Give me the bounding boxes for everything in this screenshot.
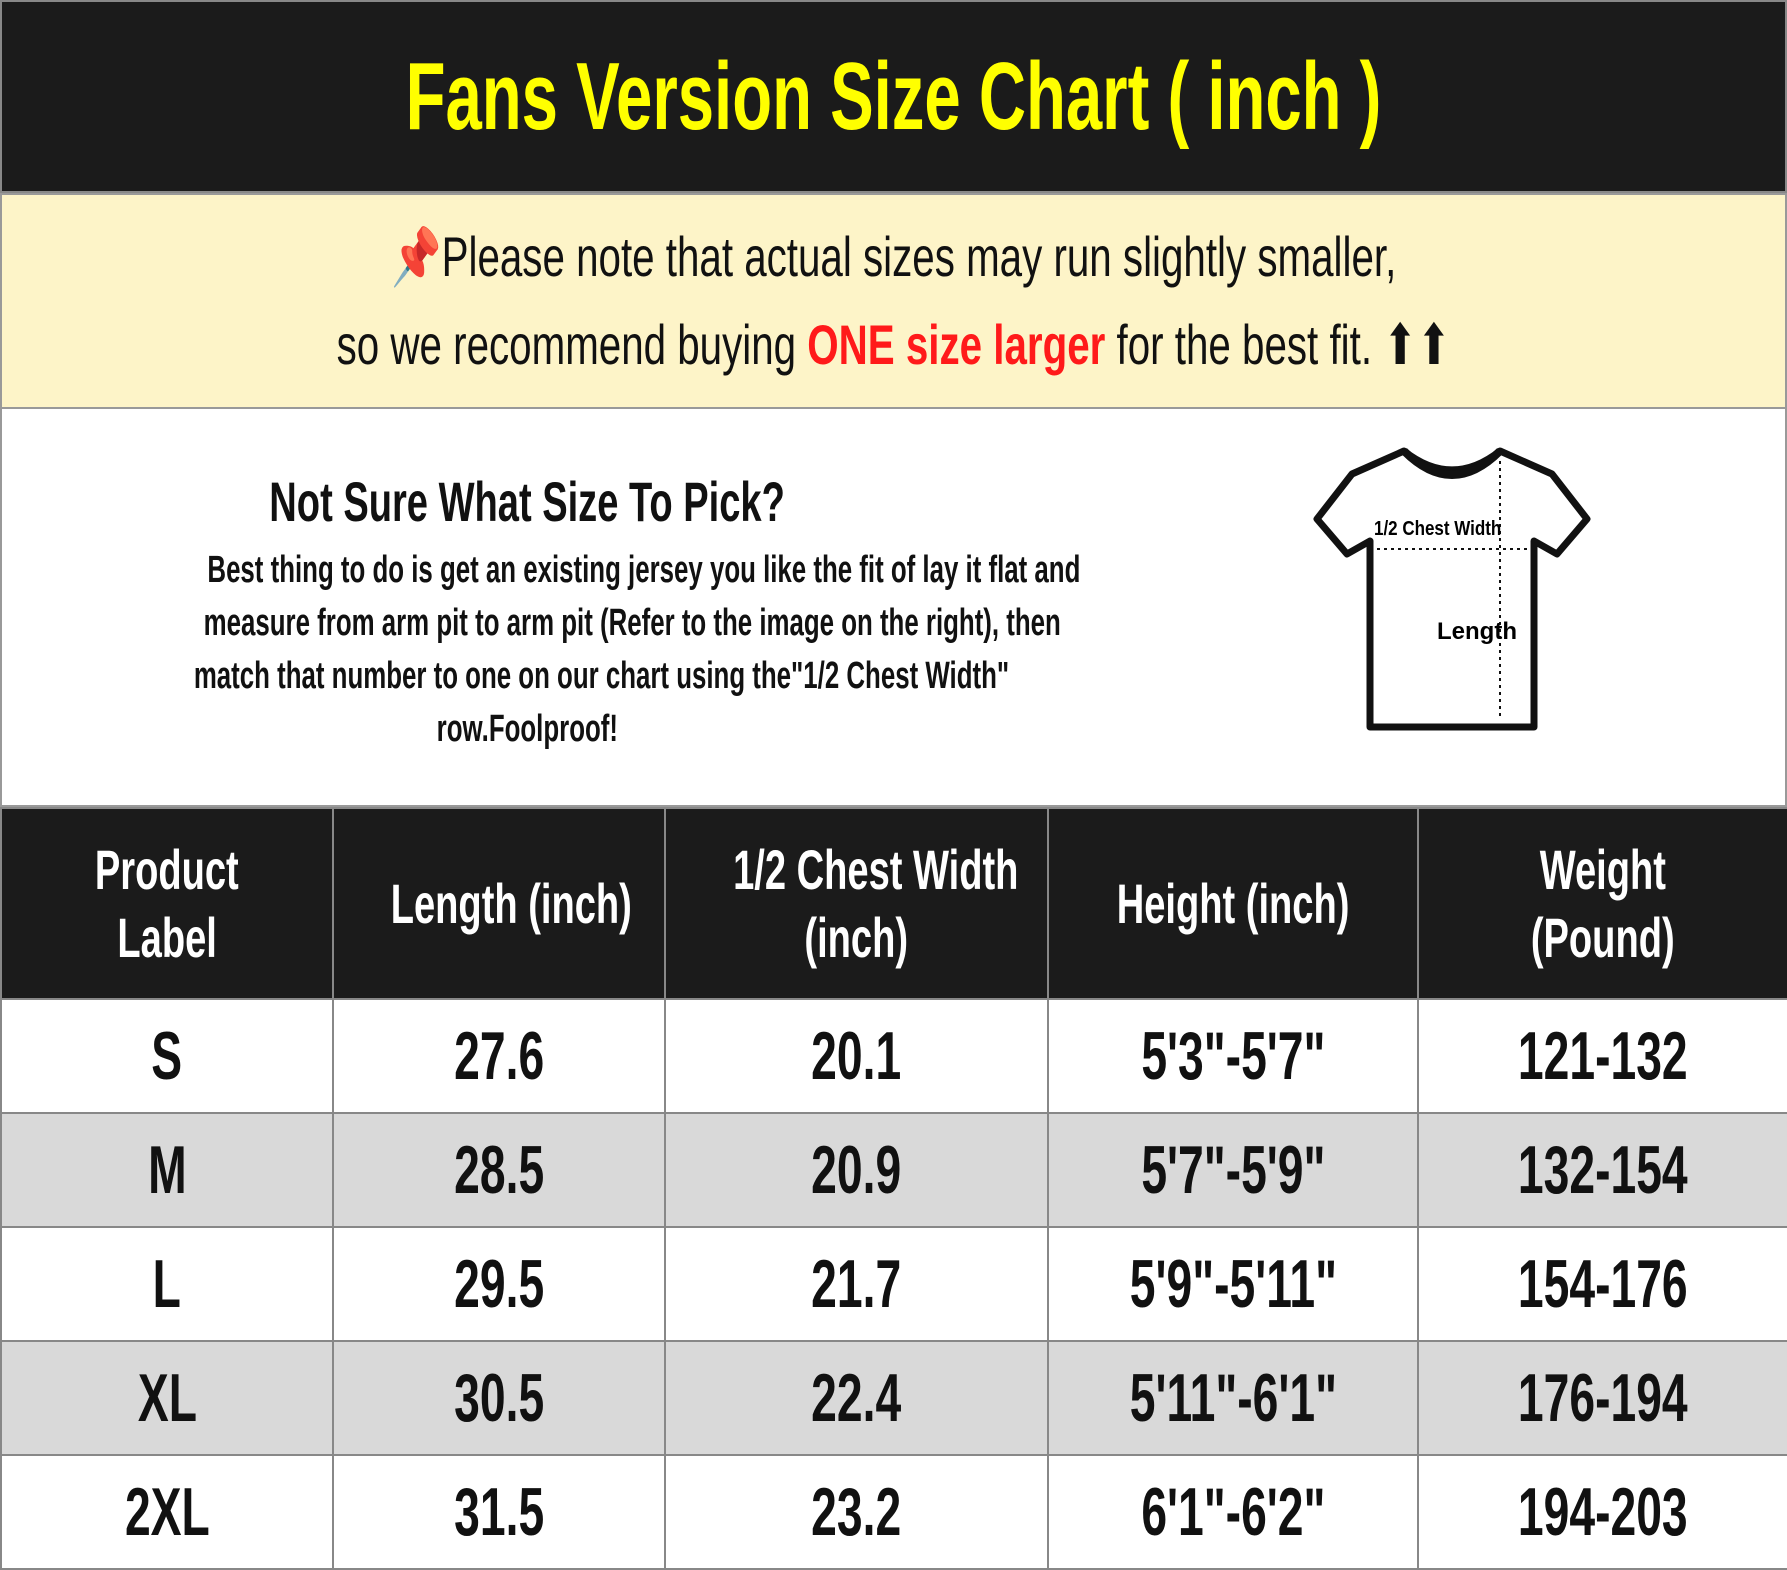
cell-value: 20.1 bbox=[811, 1018, 902, 1094]
table-cell: XL bbox=[0, 1340, 334, 1456]
cell-value: 5'3"-5'7" bbox=[1140, 1018, 1326, 1094]
cell-value: 20.9 bbox=[811, 1132, 902, 1208]
table-cell: 30.5 bbox=[332, 1340, 666, 1456]
cell-value: 31.5 bbox=[453, 1474, 544, 1550]
cell-value: S bbox=[151, 1018, 183, 1094]
pushpin-icon: 📌 bbox=[391, 225, 442, 288]
column-header-text: Label bbox=[117, 905, 217, 969]
table-cell: 194-203 bbox=[1417, 1454, 1787, 1570]
cell-value: 132-154 bbox=[1518, 1132, 1688, 1208]
column-header-text: Product bbox=[95, 837, 239, 901]
table-cell: 176-194 bbox=[1417, 1340, 1787, 1456]
table-cell: 121-132 bbox=[1417, 998, 1787, 1114]
table-cell: 31.5 bbox=[332, 1454, 666, 1570]
table-row: S 27.6 20.1 5'3"-5'7" 121-132 bbox=[0, 998, 1787, 1114]
cell-value: 5'11"-6'1" bbox=[1129, 1360, 1337, 1436]
column-header-text: (inch) bbox=[804, 905, 909, 969]
table-row: XL 30.5 22.4 5'11"-6'1" 176-194 bbox=[0, 1340, 1787, 1456]
cell-value: 22.4 bbox=[811, 1360, 902, 1436]
cell-value: 28.5 bbox=[453, 1132, 544, 1208]
column-header-text: Height (inch) bbox=[1116, 871, 1350, 935]
note-highlight: ONE size larger bbox=[807, 313, 1106, 376]
cell-value: 5'7"-5'9" bbox=[1140, 1132, 1326, 1208]
cell-value: 27.6 bbox=[453, 1018, 544, 1094]
column-header: Weight (Pound) bbox=[1417, 807, 1787, 1000]
table-cell: 22.4 bbox=[664, 1340, 1049, 1456]
cell-value: 23.2 bbox=[811, 1474, 902, 1550]
table-cell: 132-154 bbox=[1417, 1112, 1787, 1228]
size-table: Product Label Length (inch) 1/2 Chest Width… bbox=[0, 807, 1787, 1570]
table-cell: 28.5 bbox=[332, 1112, 666, 1228]
cell-value: 21.7 bbox=[811, 1246, 902, 1322]
tshirt-diagram: 1/2 Chest Width Length bbox=[1313, 447, 1591, 731]
cell-value: 121-132 bbox=[1518, 1018, 1688, 1094]
cell-value: 5'9"-5'11" bbox=[1129, 1246, 1337, 1322]
column-header-text: Length (inch) bbox=[390, 871, 632, 935]
column-header: Length (inch) bbox=[332, 807, 666, 1000]
guide-line: row.Foolproof! bbox=[436, 708, 618, 750]
column-header-text: 1/2 Chest Width bbox=[733, 837, 1019, 901]
length-label: Length bbox=[1437, 618, 1517, 645]
guide-line: Best thing to do is get an existing jers… bbox=[207, 549, 1081, 591]
cell-value: 176-194 bbox=[1518, 1360, 1688, 1436]
table-cell: 154-176 bbox=[1417, 1226, 1787, 1342]
table-cell: 5'3"-5'7" bbox=[1047, 998, 1419, 1114]
page-title: Fans Version Size Chart ( inch ) bbox=[405, 42, 1382, 150]
table-cell: 27.6 bbox=[332, 998, 666, 1114]
table-cell: S bbox=[0, 998, 334, 1114]
cell-value: 29.5 bbox=[453, 1246, 544, 1322]
note-line-1: Please note that actual sizes may run sl… bbox=[441, 225, 1396, 288]
table-cell: 5'9"-5'11" bbox=[1047, 1226, 1419, 1342]
table-cell: 6'1"-6'2" bbox=[1047, 1454, 1419, 1570]
table-cell: M bbox=[0, 1112, 334, 1228]
column-header-text: (Pound) bbox=[1531, 905, 1675, 969]
table-cell: 21.7 bbox=[664, 1226, 1049, 1342]
note-line-2-before: so we recommend buying bbox=[336, 313, 808, 376]
cell-value: XL bbox=[137, 1360, 197, 1436]
title-banner: Fans Version Size Chart ( inch ) bbox=[0, 0, 1787, 193]
table-row: M 28.5 20.9 5'7"-5'9" 132-154 bbox=[0, 1112, 1787, 1228]
table-row: L 29.5 21.7 5'9"-5'11" 154-176 bbox=[0, 1226, 1787, 1342]
table-cell: 20.1 bbox=[664, 998, 1049, 1114]
size-note: 📌Please note that actual sizes may run s… bbox=[0, 193, 1787, 409]
cell-value: 154-176 bbox=[1518, 1246, 1688, 1322]
column-header: Height (inch) bbox=[1047, 807, 1419, 1000]
table-cell: 23.2 bbox=[664, 1454, 1049, 1570]
table-cell: L bbox=[0, 1226, 334, 1342]
sizing-guide: Not Sure What Size To Pick? Best thing t… bbox=[0, 409, 1787, 807]
table-cell: 5'7"-5'9" bbox=[1047, 1112, 1419, 1228]
table-cell: 5'11"-6'1" bbox=[1047, 1340, 1419, 1456]
table-cell: 2XL bbox=[0, 1454, 334, 1570]
cell-value: 6'1"-6'2" bbox=[1140, 1474, 1326, 1550]
guide-line: measure from arm pit to arm pit (Refer t… bbox=[203, 602, 1061, 644]
guide-line: match that number to one on our chart us… bbox=[193, 655, 1010, 697]
table-cell: 20.9 bbox=[664, 1112, 1049, 1228]
chest-width-label: 1/2 Chest Width bbox=[1374, 517, 1501, 540]
cell-value: 2XL bbox=[124, 1474, 210, 1550]
cell-value: 30.5 bbox=[453, 1360, 544, 1436]
cell-value: M bbox=[147, 1132, 187, 1208]
guide-heading: Not Sure What Size To Pick? bbox=[269, 470, 785, 533]
column-header: 1/2 Chest Width (inch) bbox=[664, 807, 1049, 1000]
column-header: Product Label bbox=[0, 807, 334, 1000]
table-row: 2XL 31.5 23.2 6'1"-6'2" 194-203 bbox=[0, 1454, 1787, 1570]
note-line-2-after: for the best fit. ⬆⬆ bbox=[1105, 313, 1451, 376]
table-cell: 29.5 bbox=[332, 1226, 666, 1342]
column-header-text: Weight bbox=[1539, 837, 1667, 901]
cell-value: 194-203 bbox=[1518, 1474, 1688, 1550]
cell-value: L bbox=[152, 1246, 182, 1322]
